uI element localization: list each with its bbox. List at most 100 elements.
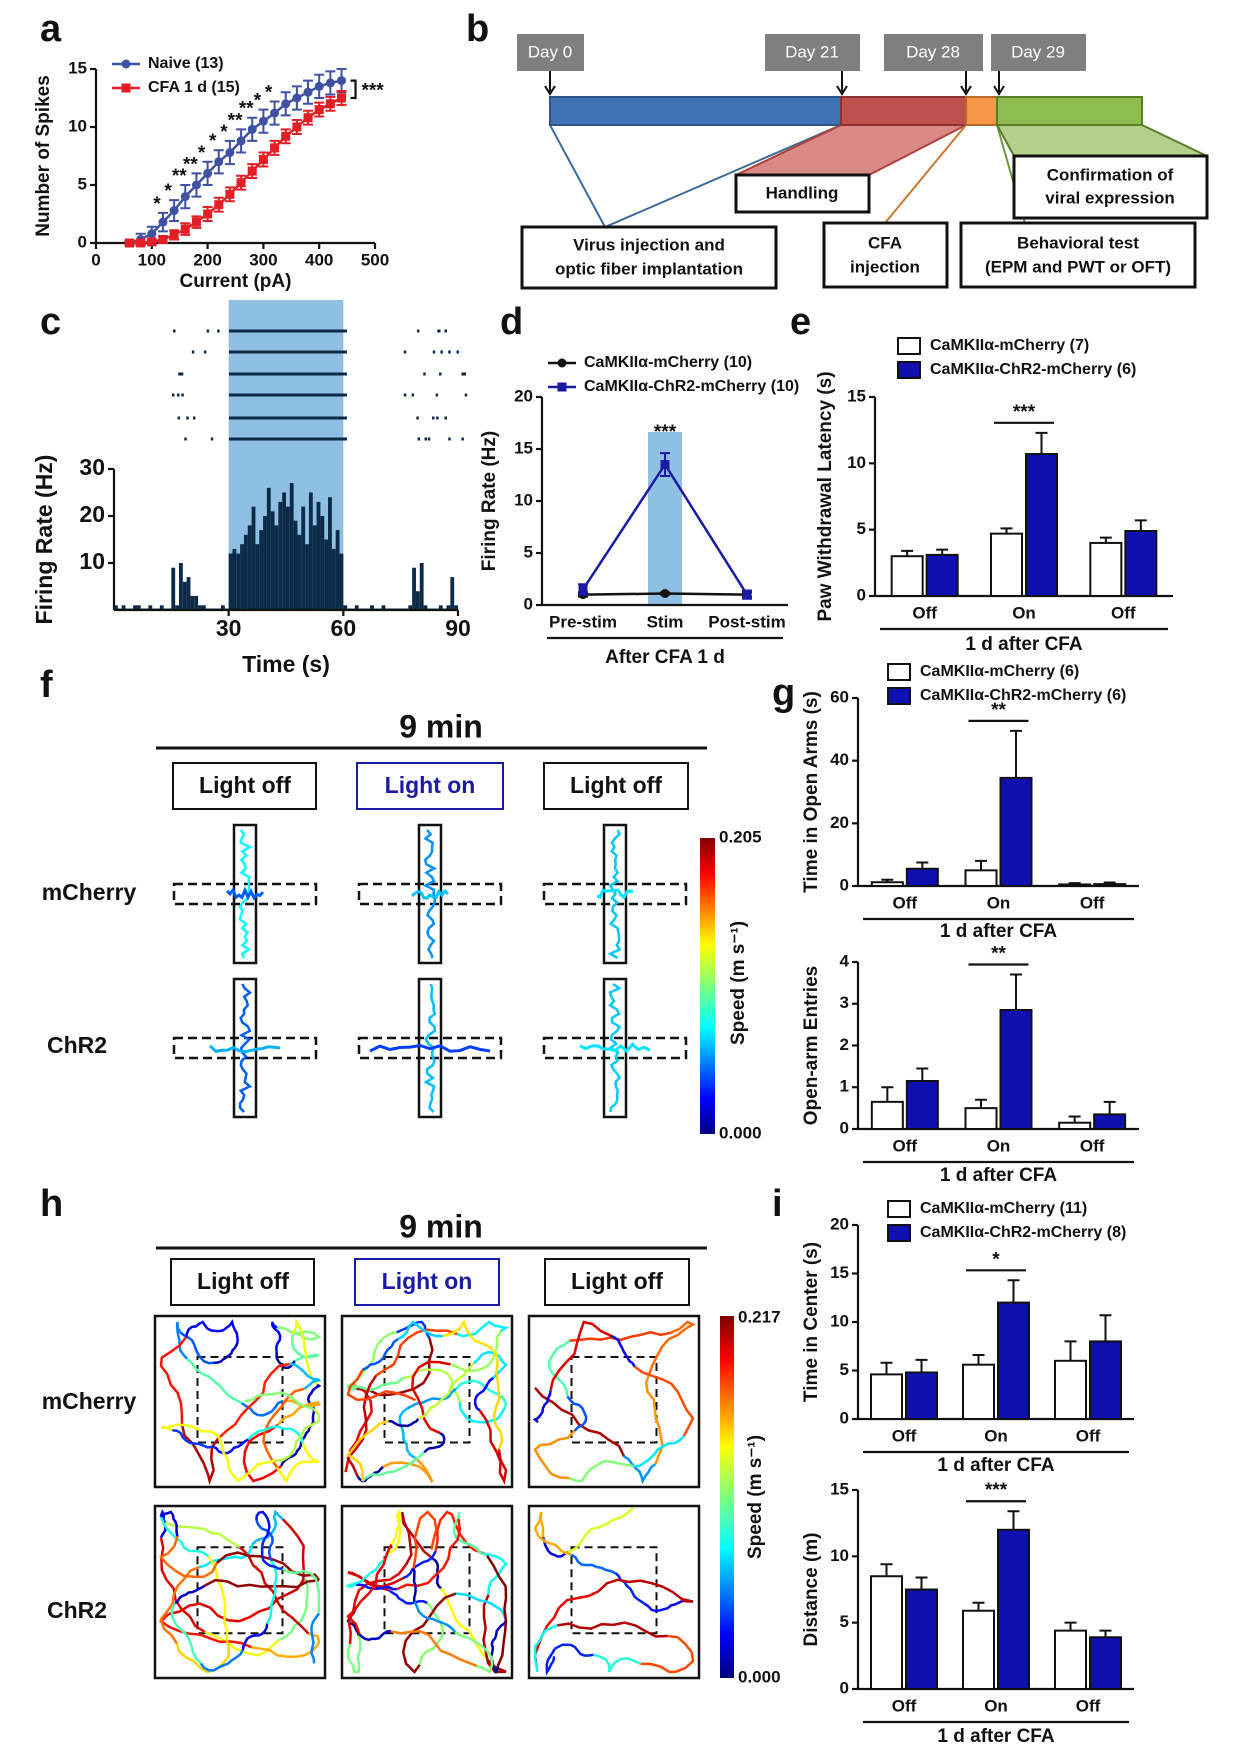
data-point (270, 143, 280, 153)
track (180, 1424, 220, 1486)
track (346, 1419, 389, 1482)
y-tick-label: 5 (840, 1360, 849, 1379)
bar (999, 1009, 1033, 1131)
connector (884, 124, 967, 224)
track (159, 1536, 219, 1578)
track (174, 1584, 206, 1605)
error-bar (972, 1601, 985, 1611)
legend-swatch (887, 687, 911, 705)
legend-marker (557, 358, 567, 368)
event-label: CFA (868, 233, 902, 252)
histogram-bar (415, 591, 420, 610)
legend-label: CaMKIIα-ChR2-mCherry (6) (930, 361, 1136, 378)
track (204, 1578, 320, 1589)
track (276, 1326, 322, 1341)
x-tick-label: Off (912, 603, 937, 622)
bar (905, 867, 939, 887)
histogram-bar (251, 506, 256, 610)
histogram-bar (446, 605, 451, 610)
day-label: Day 0 (528, 42, 572, 61)
bar (1093, 883, 1127, 887)
bar (1025, 453, 1058, 597)
legend-marker (557, 382, 567, 392)
x-axis-label: 1 d after CFA (940, 921, 1057, 942)
track (545, 1648, 556, 1676)
significance-star: ** (183, 154, 198, 175)
track (400, 1511, 434, 1566)
condition-label: Light off (197, 1268, 289, 1294)
colorbar-label: Speed (m s⁻¹) (745, 1435, 766, 1559)
panel-letter: e (790, 301, 811, 343)
histogram-bar (136, 605, 141, 610)
y-tick-label: 0 (840, 875, 849, 894)
panel-letter: g (772, 672, 795, 714)
track (238, 1546, 310, 1635)
x-tick-label: Off (893, 1136, 918, 1155)
error-bar (1134, 519, 1147, 531)
track (375, 1328, 458, 1377)
track (423, 1432, 446, 1454)
y-tick-label: 10 (68, 116, 87, 135)
track (217, 1362, 290, 1439)
legend-marker (121, 83, 131, 93)
y-tick-label: 3 (840, 993, 849, 1012)
histogram-bar (286, 506, 290, 610)
data-point (180, 192, 190, 202)
duration-title: 9 min (399, 708, 483, 744)
error-bar (972, 1353, 985, 1365)
maze-open-arm (172, 882, 318, 906)
bar (999, 776, 1033, 888)
y-tick-label: 60 (830, 687, 849, 706)
open-field-tracks (153, 1314, 701, 1680)
x-tick-label: Off (892, 1426, 917, 1445)
data-point (314, 105, 324, 115)
y-axis-label: Number of Spikes (33, 75, 54, 237)
track (450, 1330, 502, 1373)
track (644, 1599, 683, 1613)
histogram-bar (266, 487, 271, 610)
legend-label: CaMKIIα-ChR2-mCherry (8) (920, 1224, 1126, 1241)
histogram-bar (190, 595, 195, 610)
significance-label: ** (991, 944, 1006, 965)
bar (1089, 541, 1123, 598)
histogram-bar (454, 605, 458, 610)
track (456, 1320, 510, 1338)
histogram-bar (408, 605, 413, 610)
error-bar (880, 1361, 893, 1375)
histogram-bar (114, 605, 118, 610)
track (607, 829, 622, 960)
maze-open-arm (542, 1036, 688, 1060)
track (633, 1365, 695, 1437)
y-tick-label: 0 (524, 594, 533, 613)
maze-open-arm (357, 1036, 503, 1060)
histogram-bar (159, 605, 164, 610)
data-point (158, 235, 168, 245)
y-tick-label: 2 (840, 1035, 849, 1054)
track (648, 1320, 696, 1374)
x-tick-label: On (987, 1136, 1011, 1155)
track (288, 1362, 322, 1390)
bar (905, 1371, 938, 1420)
track (274, 1408, 321, 1462)
colorbar-min: 0.000 (738, 1667, 781, 1686)
histogram-bar (182, 581, 187, 610)
condition-label: Light on (385, 772, 476, 798)
legend-label: Naive (13) (148, 55, 224, 72)
panel-letter: a (40, 8, 62, 50)
error-bar (1064, 1340, 1077, 1361)
x-tick-label: On (984, 1696, 1008, 1715)
error-bar (1068, 1115, 1081, 1123)
day-box (991, 34, 1086, 71)
y-tick-label: 15 (830, 1479, 849, 1498)
track (160, 1423, 223, 1445)
significance-label: *** (1013, 402, 1036, 423)
error-bar (1099, 1629, 1112, 1638)
x-tick-label: On (1012, 603, 1036, 622)
bar (1054, 1359, 1087, 1421)
bar (1058, 1121, 1092, 1131)
legend-swatch (897, 361, 921, 379)
group-label: mCherry (42, 1388, 137, 1414)
x-axis-label: 1 d after CFA (940, 1165, 1057, 1186)
histogram-bar (198, 605, 202, 610)
bar (962, 1609, 995, 1691)
